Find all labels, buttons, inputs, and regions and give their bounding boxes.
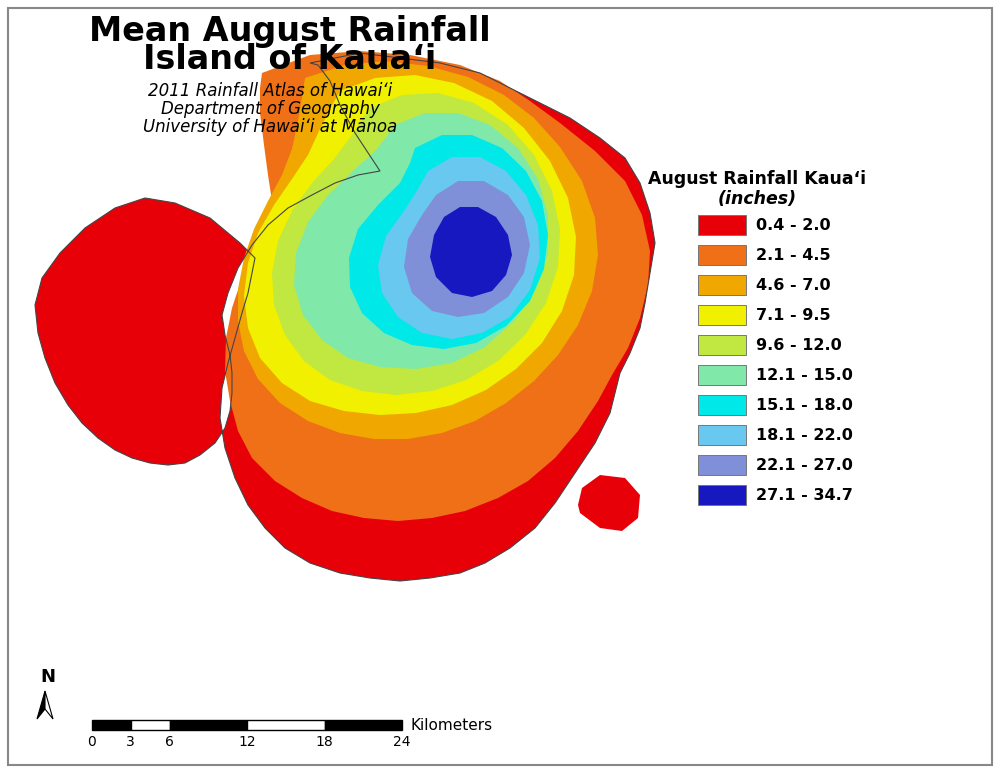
Text: 2.1 - 4.5: 2.1 - 4.5 xyxy=(756,247,831,263)
Bar xyxy=(247,720,324,730)
Bar xyxy=(698,305,746,325)
Bar xyxy=(698,425,746,445)
Text: 6: 6 xyxy=(165,735,174,749)
Polygon shape xyxy=(430,207,512,297)
Bar xyxy=(698,215,746,235)
Text: 22.1 - 27.0: 22.1 - 27.0 xyxy=(756,458,853,472)
Text: N: N xyxy=(40,668,56,686)
Text: 7.1 - 9.5: 7.1 - 9.5 xyxy=(756,308,831,322)
Text: University of Hawaiʻi at Mānoa: University of Hawaiʻi at Mānoa xyxy=(143,118,397,136)
Polygon shape xyxy=(294,113,548,369)
Text: 3: 3 xyxy=(126,735,135,749)
Text: (inches): (inches) xyxy=(717,190,797,208)
Bar xyxy=(170,720,247,730)
Bar xyxy=(698,365,746,385)
Text: Mean August Rainfall: Mean August Rainfall xyxy=(89,15,491,47)
Text: 18: 18 xyxy=(316,735,333,749)
Text: 0.4 - 2.0: 0.4 - 2.0 xyxy=(756,217,831,233)
Polygon shape xyxy=(404,181,530,317)
Text: 12: 12 xyxy=(238,735,256,749)
Text: August Rainfall Kauaʻi: August Rainfall Kauaʻi xyxy=(648,170,866,188)
Text: 24: 24 xyxy=(393,735,411,749)
Polygon shape xyxy=(244,75,576,415)
Text: 4.6 - 7.0: 4.6 - 7.0 xyxy=(756,278,831,292)
Text: 27.1 - 34.7: 27.1 - 34.7 xyxy=(756,488,853,502)
Bar xyxy=(131,720,170,730)
Text: 2011 Rainfall Atlas of Hawaiʻi: 2011 Rainfall Atlas of Hawaiʻi xyxy=(148,82,392,100)
Text: Department of Geography: Department of Geography xyxy=(161,100,379,118)
Text: 15.1 - 18.0: 15.1 - 18.0 xyxy=(756,397,853,413)
Bar xyxy=(698,245,746,265)
Polygon shape xyxy=(578,475,640,531)
Bar xyxy=(698,275,746,295)
Bar xyxy=(324,720,402,730)
Text: Island of Kauaʻi: Island of Kauaʻi xyxy=(143,43,437,76)
Text: 0: 0 xyxy=(88,735,96,749)
Bar xyxy=(698,455,746,475)
Polygon shape xyxy=(349,135,548,349)
Bar xyxy=(92,720,131,730)
Text: 12.1 - 15.0: 12.1 - 15.0 xyxy=(756,367,853,383)
Text: 18.1 - 22.0: 18.1 - 22.0 xyxy=(756,427,853,442)
Bar xyxy=(698,335,746,355)
Polygon shape xyxy=(35,53,655,581)
Polygon shape xyxy=(272,93,560,395)
Polygon shape xyxy=(225,51,650,521)
Bar xyxy=(698,395,746,415)
Polygon shape xyxy=(238,61,598,439)
Polygon shape xyxy=(45,691,53,719)
Text: 9.6 - 12.0: 9.6 - 12.0 xyxy=(756,338,842,352)
Text: Kilometers: Kilometers xyxy=(410,717,492,733)
Bar xyxy=(698,485,746,505)
Polygon shape xyxy=(37,691,45,719)
Bar xyxy=(690,158,972,530)
Polygon shape xyxy=(378,157,540,339)
